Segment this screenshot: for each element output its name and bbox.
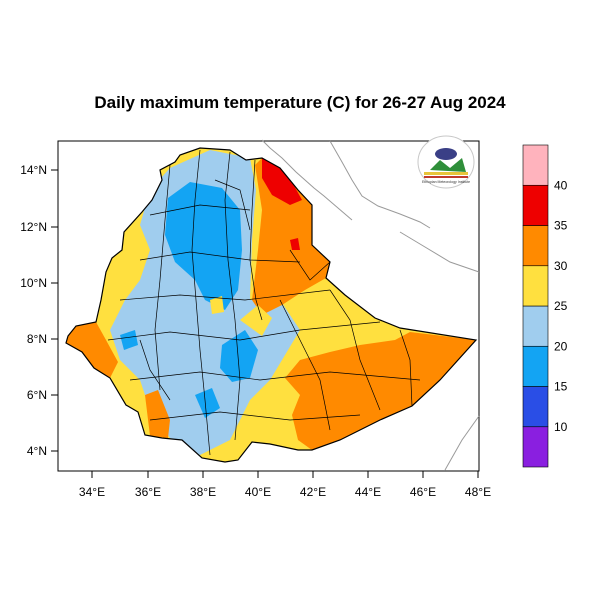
admin-boundaries: [107, 149, 421, 456]
colorbar-bin: [522, 345, 549, 387]
x-tick-label: 42°E: [300, 485, 326, 499]
x-tick-label: 34°E: [79, 485, 105, 499]
x-tick-label: 40°E: [245, 485, 271, 499]
ethiopia-border: [65, 147, 478, 463]
x-tick-label: 44°E: [355, 485, 381, 499]
colorbar-label: 25: [554, 299, 568, 313]
colorbar-label: 40: [554, 178, 568, 192]
colorbar-bin: [522, 426, 549, 468]
colorbar-label: 35: [554, 219, 568, 233]
colorbar-bin: [522, 305, 549, 347]
y-tick-label: 10°N: [20, 276, 47, 290]
colorbar-label: 10: [554, 420, 568, 434]
colorbar-bin: [522, 225, 549, 267]
y-tick-label: 14°N: [20, 163, 47, 177]
y-axis: 14°N 12°N 10°N 8°N 6°N 4°N: [20, 163, 58, 458]
x-tick-label: 46°E: [410, 485, 436, 499]
colorbar: 10 15 20 25 30 35 40: [522, 144, 568, 468]
x-tick-label: 38°E: [190, 485, 216, 499]
x-tick-label: 48°E: [465, 485, 491, 499]
ethiopian-meteorology-logo: Ethiopian Meteorology Institute: [417, 135, 475, 189]
colorbar-bin: [522, 184, 549, 226]
y-tick-label: 6°N: [27, 388, 47, 402]
colorbar-bin: [522, 265, 549, 307]
colorbar-label: 15: [554, 380, 568, 394]
y-tick-label: 12°N: [20, 220, 47, 234]
x-tick-label: 36°E: [135, 485, 161, 499]
colorbar-bin: [522, 386, 549, 428]
map-title: Daily maximum temperature (C) for 26-27 …: [94, 93, 506, 112]
colorbar-bin: [522, 144, 549, 186]
colorbar-label: 30: [554, 259, 568, 273]
cloud-icon: [435, 148, 457, 160]
y-tick-label: 4°N: [27, 444, 47, 458]
x-axis: 34°E 36°E 38°E 40°E 42°E 44°E 46°E 48°E: [79, 471, 491, 499]
colorbar-label: 20: [554, 339, 568, 353]
svg-text:Ethiopian Meteorology Institut: Ethiopian Meteorology Institute: [422, 180, 470, 184]
neighbor-borders: [261, 139, 480, 471]
y-tick-label: 8°N: [27, 332, 47, 346]
